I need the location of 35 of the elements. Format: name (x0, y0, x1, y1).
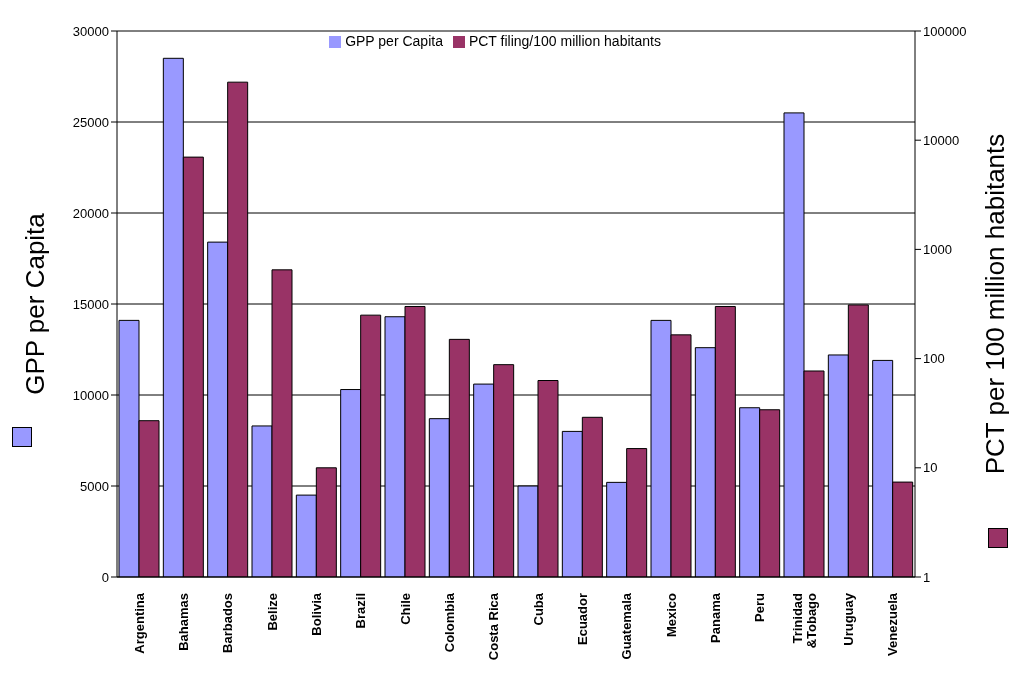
y-tick-label: 5000 (80, 478, 109, 494)
x-tick-label: Peru (752, 592, 768, 622)
y2-tick-label: 100 (923, 351, 945, 367)
y-tick-label: 20000 (72, 205, 109, 221)
y2-tick-label: 10 (923, 460, 938, 476)
y-tick-label: 10000 (72, 387, 109, 403)
x-tick-label: Barbados (220, 593, 236, 653)
y-axis-title: GPP per Capita (20, 212, 51, 395)
y2-tick-label: 100000 (923, 23, 967, 39)
x-tick-label: Cuba (530, 592, 546, 626)
legend-label: PCT filing/100 million habitants (468, 33, 661, 49)
x-tick-label: Brazil (353, 593, 369, 629)
y-tick-label: 25000 (72, 114, 109, 130)
y-tick-label: 15000 (72, 296, 109, 312)
x-tick-label: Mexico (663, 592, 679, 638)
x-tick-label: Argentina (131, 592, 147, 654)
y2-tick-label: 1 (923, 569, 931, 585)
x-tick-label: Bahamas (176, 593, 192, 651)
x-tick-label: Guatemala (619, 592, 635, 660)
x-tick-label: Ecuador (575, 593, 591, 646)
x-tick-label: Uruguay (841, 592, 857, 646)
y2-tick-label: 1000 (923, 242, 952, 258)
x-tick-label: Panama (708, 592, 724, 643)
x-tick-label: Bolivia (309, 592, 325, 636)
x-tick-label: Belize (264, 593, 280, 631)
y2-axis-title: PCT per 100 million habitants (980, 133, 1011, 475)
y2-tick-label: 10000 (923, 132, 960, 148)
x-tick-label: Costa Rica (486, 592, 502, 661)
legend-label: GPP per Capita (345, 33, 443, 49)
y-tick-label: 30000 (72, 23, 109, 39)
x-tick-label: Colombia (442, 592, 458, 653)
x-tick-label: Venezuela (885, 592, 901, 656)
x-tick-label: Chile (397, 593, 413, 625)
y-tick-label: 0 (101, 569, 109, 585)
x-tick-label: Trinidad &Tobago (789, 592, 819, 649)
